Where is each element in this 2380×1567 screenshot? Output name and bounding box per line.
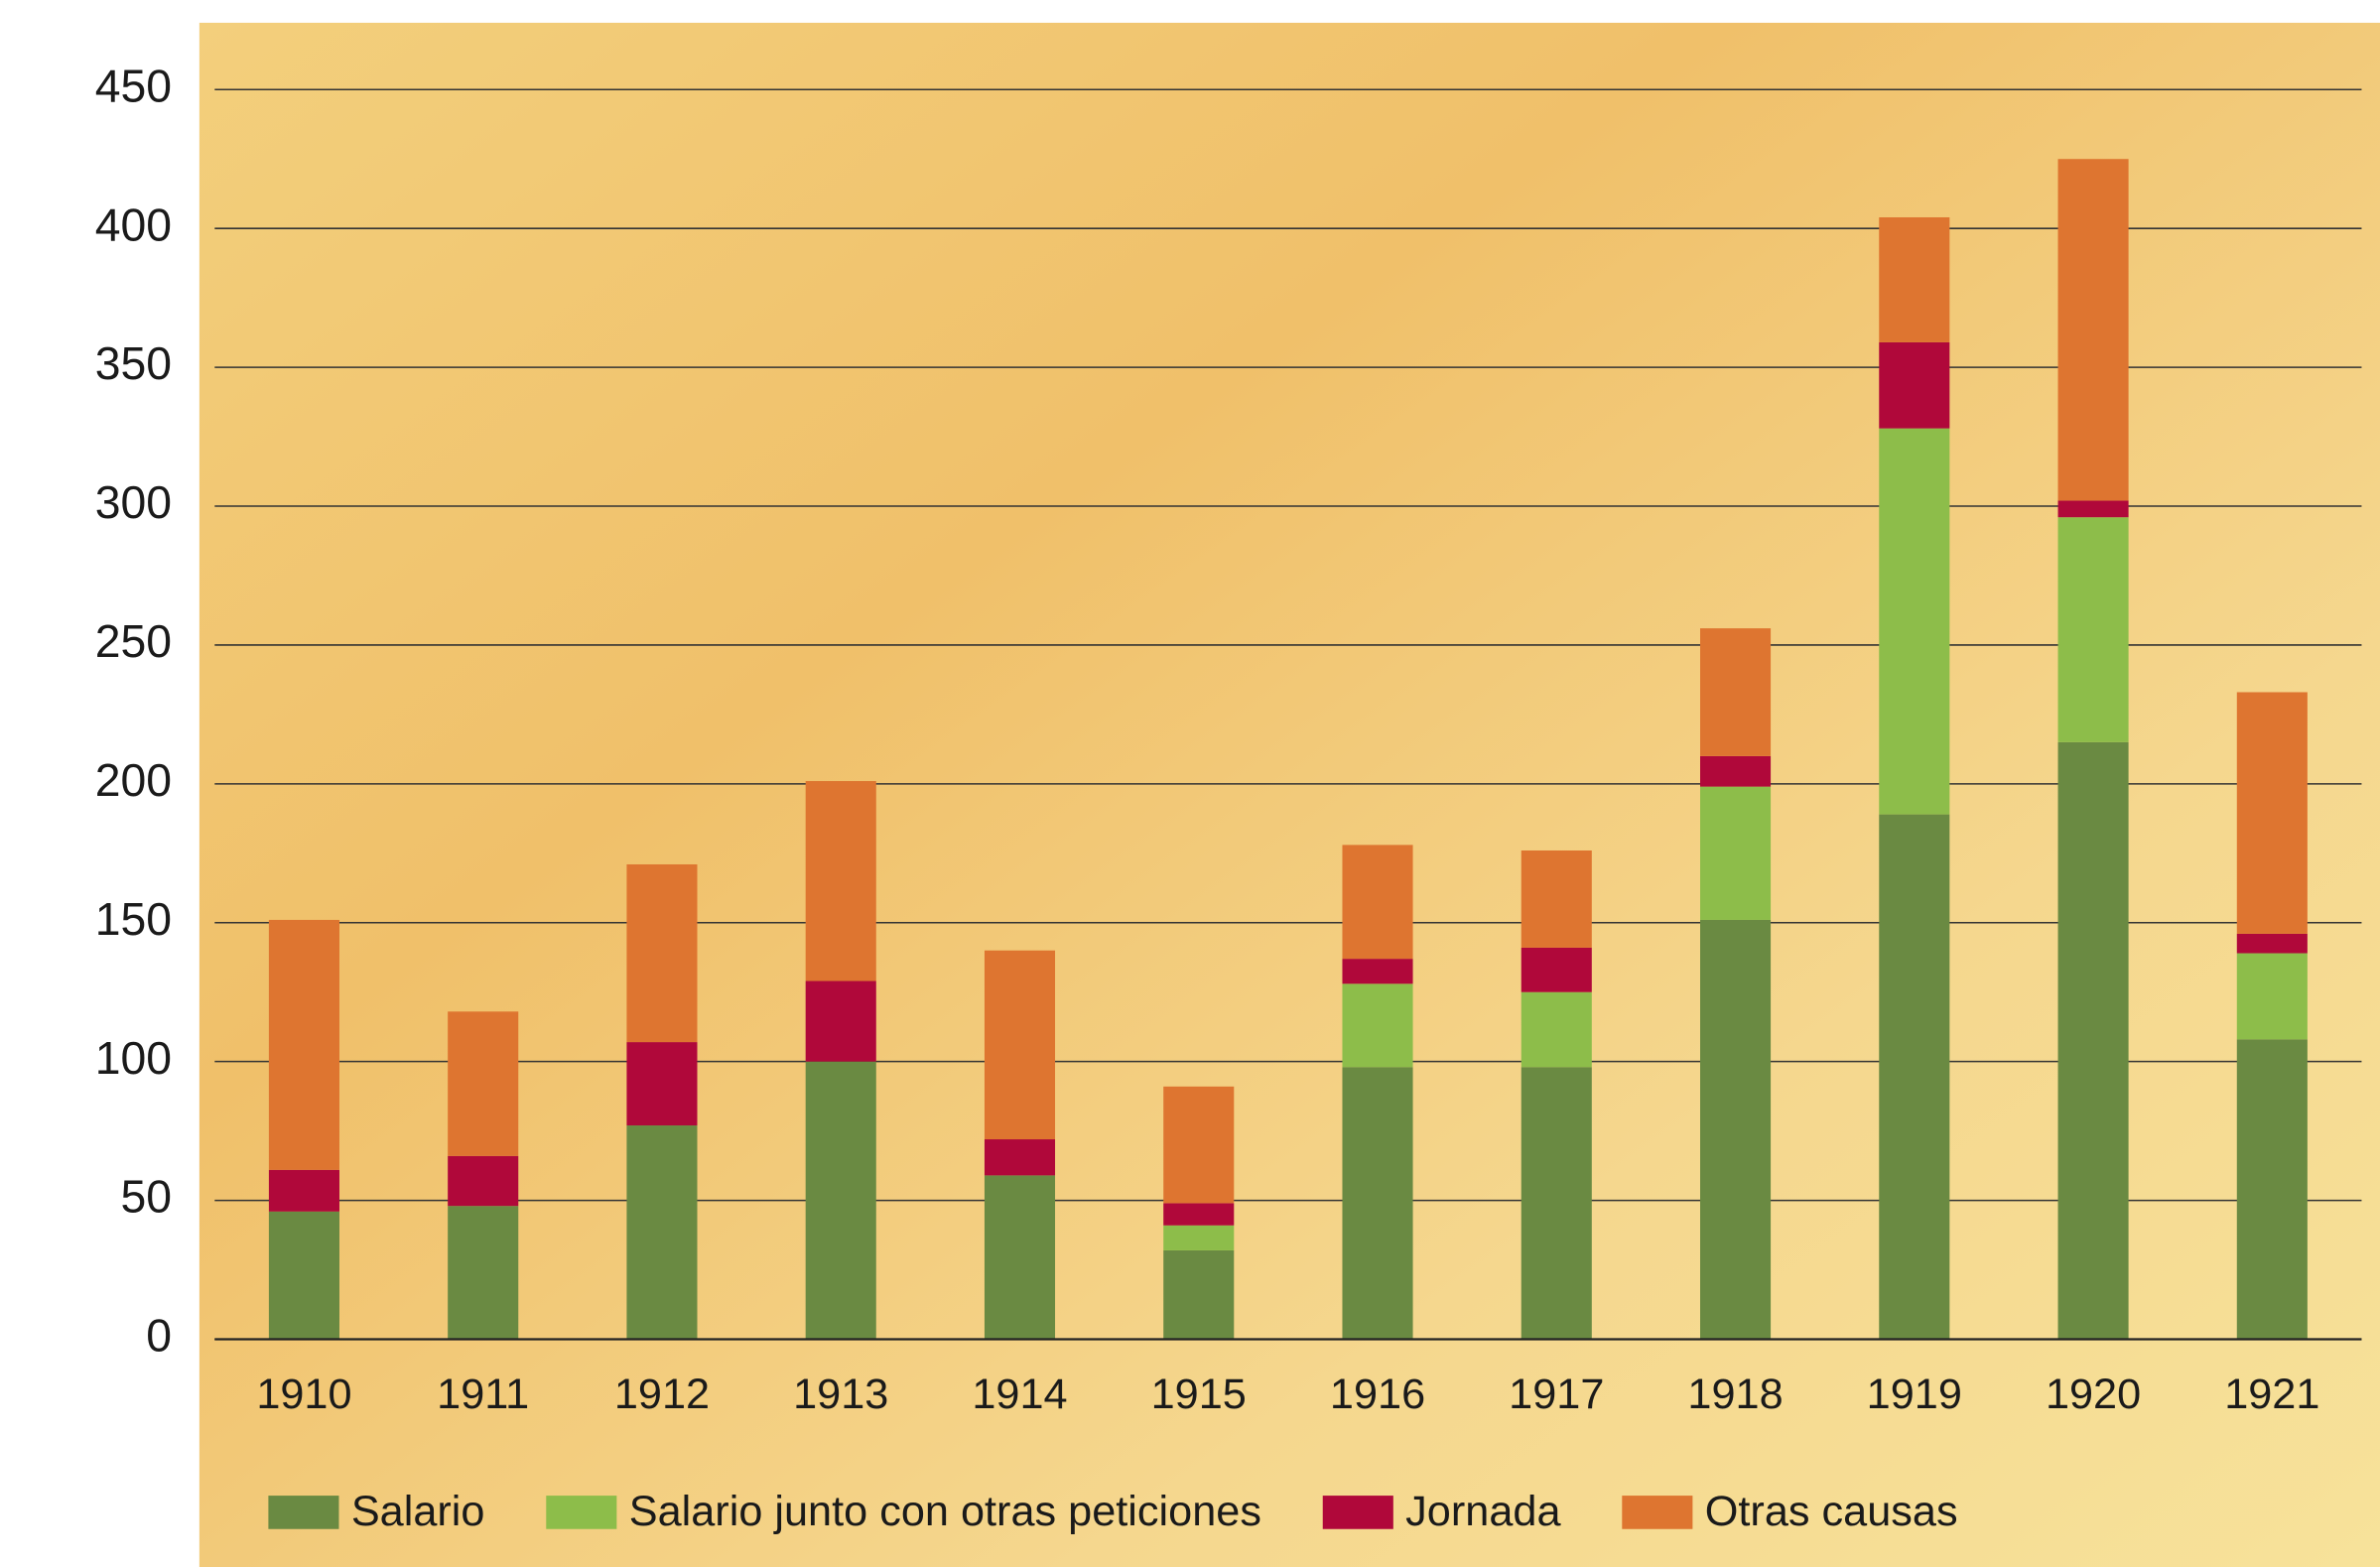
bar-segment (806, 981, 876, 1062)
bar-segment (626, 1042, 697, 1125)
y-tick-label: 300 (95, 476, 172, 528)
y-tick-label: 250 (95, 615, 172, 667)
bar-segment (2237, 954, 2308, 1040)
y-tick-label: 400 (95, 199, 172, 251)
bar-segment (2058, 500, 2129, 517)
bar-segment (1879, 429, 1949, 815)
y-tick-label: 50 (121, 1171, 173, 1223)
bar-segment (1521, 992, 1592, 1068)
x-tick-label: 1921 (2224, 1371, 2319, 1418)
bar-segment (1521, 1067, 1592, 1339)
bar-segment (1163, 1250, 1234, 1340)
bar-segment (626, 1125, 697, 1339)
bar-segment (1879, 815, 1949, 1340)
x-tick-label: 1915 (1151, 1371, 1247, 1418)
x-tick-label: 1911 (437, 1371, 529, 1418)
bar-segment (626, 864, 697, 1042)
legend-swatch (546, 1496, 616, 1529)
bar-segment (269, 1170, 339, 1212)
bar-segment (269, 920, 339, 1170)
y-tick-label: 350 (95, 337, 172, 389)
bar-segment (1342, 845, 1412, 959)
x-tick-label: 1920 (2046, 1371, 2141, 1418)
y-tick-label: 0 (146, 1310, 172, 1362)
bar-segment (448, 1156, 518, 1206)
bar-segment (1700, 628, 1771, 756)
legend-label: Otras causas (1705, 1488, 1958, 1535)
bar-segment (985, 1175, 1055, 1339)
x-tick-label: 1912 (614, 1371, 710, 1418)
bar-segment (448, 1206, 518, 1339)
x-tick-label: 1919 (1867, 1371, 1962, 1418)
y-tick-label: 450 (95, 61, 172, 112)
x-tick-label: 1913 (793, 1371, 888, 1418)
legend-swatch (1323, 1496, 1393, 1529)
plot-background (199, 23, 2380, 1567)
bar-segment (269, 1212, 339, 1340)
legend-swatch (1622, 1496, 1692, 1529)
bar-segment (2058, 517, 2129, 742)
x-tick-label: 1918 (1687, 1371, 1783, 1418)
bar-segment (985, 1139, 1055, 1175)
bar-segment (1700, 787, 1771, 920)
bar-segment (2058, 159, 2129, 500)
legend-label: Salario (351, 1488, 485, 1535)
bar-segment (1700, 756, 1771, 787)
bar-segment (1521, 850, 1592, 948)
bar-segment (2058, 742, 2129, 1340)
bar-segment (1163, 1226, 1234, 1250)
bar-segment (1879, 342, 1949, 429)
x-tick-label: 1910 (256, 1371, 351, 1418)
x-tick-label: 1916 (1330, 1371, 1425, 1418)
bar-segment (806, 1062, 876, 1340)
y-tick-label: 200 (95, 754, 172, 806)
bar-segment (1342, 1067, 1412, 1339)
bar-segment (1700, 920, 1771, 1340)
bar-segment (1521, 948, 1592, 992)
y-tick-label: 100 (95, 1032, 172, 1084)
bar-segment (448, 1011, 518, 1156)
page: 0 50 100 150 200 250 300 350 400 450 1910 1911 1912 1… (0, 0, 2380, 1567)
legend-swatch (268, 1496, 338, 1529)
x-tick-label: 1914 (972, 1371, 1067, 1418)
bar-segment (1342, 959, 1412, 983)
bar-segment (1879, 217, 1949, 342)
bar-segment (1163, 1203, 1234, 1225)
x-tick-label: 1917 (1509, 1371, 1604, 1418)
bar-segment (2237, 934, 2308, 954)
chart: 0 50 100 150 200 250 300 350 400 450 1910 1911 1912 1… (0, 0, 2380, 1567)
legend-label: Salario junto con otras peticiones (629, 1488, 1261, 1535)
y-tick-label: 150 (95, 893, 172, 945)
bar-segment (2237, 1039, 2308, 1339)
bar-segment (2237, 692, 2308, 933)
bar-segment (1342, 983, 1412, 1067)
bar-segment (1163, 1087, 1234, 1204)
bar-segment (806, 781, 876, 980)
bar-segment (985, 951, 1055, 1139)
legend-label: Jornada (1405, 1488, 1560, 1535)
